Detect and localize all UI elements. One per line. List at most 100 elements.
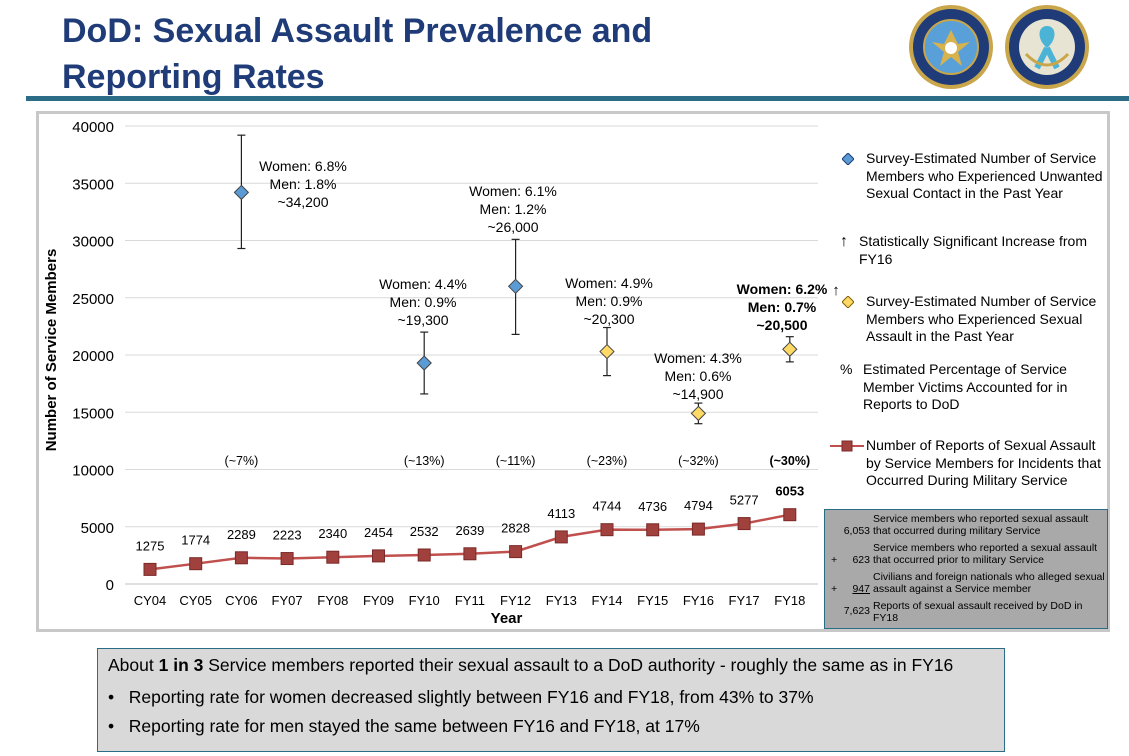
reports-marker [189, 557, 203, 571]
x-axis-title: Year [491, 610, 523, 627]
dod-seal-logo [909, 5, 993, 89]
reports-marker [280, 552, 294, 566]
reports-data-label: 2340 [318, 526, 347, 541]
legend-label-sexual-assault: Survey-Estimated Number of Service Membe… [866, 293, 1097, 344]
legend-label-percent: Estimated Percentage of Service Member V… [863, 361, 1068, 412]
y-tick-label: 5000 [81, 520, 114, 537]
x-tick-label: FY18 [774, 593, 805, 608]
reports-marker [463, 547, 477, 561]
reports-marker [783, 508, 797, 522]
estimate-annotation: Men: 0.9% [390, 294, 457, 310]
reports-data-label: 4744 [593, 499, 622, 514]
reports-data-label: 4113 [547, 506, 575, 521]
x-tick-label: FY11 [455, 593, 485, 608]
breakdown-description: Civilians and foreign nationals who alle… [873, 571, 1105, 595]
y-tick-label: 35000 [72, 176, 114, 193]
reports-marker [509, 545, 523, 559]
estimate-annotation: ~19,300 [398, 312, 449, 328]
estimate-diamond [416, 355, 432, 371]
percentage-label: (~11%) [496, 454, 536, 468]
estimate-diamond [507, 278, 524, 295]
x-tick-label: FY09 [363, 593, 394, 608]
x-tick-label: FY07 [272, 593, 303, 608]
estimate-diamond [782, 341, 798, 357]
reports-marker [326, 550, 340, 564]
breakdown-value: 947 [852, 583, 870, 595]
y-axis-title: Number of Service Members [43, 249, 60, 452]
reports-data-label: 5277 [730, 493, 759, 508]
breakdown-value: 6,053 [843, 525, 870, 537]
percentage-label: (~30%) [769, 454, 810, 468]
estimate-annotation: Men: 0.6% [665, 368, 732, 384]
x-tick-label: CY04 [134, 593, 167, 608]
x-tick-label: FY17 [729, 593, 760, 608]
y-tick-label: 0 [106, 577, 114, 594]
estimate-annotation: Women: 6.1% [469, 183, 557, 199]
estimate-annotation: Women: 4.9% [565, 275, 653, 291]
legend-label-reports: Number of Reports of Sexual Assault by S… [866, 437, 1101, 488]
yellow-diamond-icon [842, 296, 854, 308]
estimate-diamond [690, 405, 707, 422]
chart: 0 5000 10000 15000 20000 25000 30000 35000 40000… [43, 119, 840, 627]
estimate-annotation: Women: 6.8% [259, 158, 347, 174]
reports-marker [691, 522, 705, 536]
bullet-icon: • [108, 687, 115, 707]
percentage-label: (~32%) [678, 454, 719, 468]
reports-data-label: 2828 [501, 521, 530, 536]
percentage-label: (~13%) [404, 454, 445, 468]
x-tick-label: FY13 [546, 593, 577, 608]
sapr-seal-logo [1005, 5, 1089, 89]
breakdown-description: Service members who reported a sexual as… [873, 542, 1098, 566]
estimate-annotation: ~14,900 [673, 386, 724, 402]
legend-label-unwanted-contact: Survey-Estimated Number of Service Membe… [866, 150, 1103, 201]
title-line-1: DoD: Sexual Assault Prevalence and [62, 12, 653, 50]
x-tick-label: FY16 [683, 593, 714, 608]
percent-icon: % [840, 361, 853, 377]
percentage-label: (~23%) [587, 454, 628, 468]
estimate-annotation: Women: 4.3% [654, 350, 742, 366]
reports-data-label: 6053 [775, 484, 804, 499]
y-tick-label: 20000 [72, 348, 114, 365]
breakdown-operator: + [831, 583, 838, 595]
summary-bullet: • Reporting rate for women decreased sli… [108, 687, 814, 708]
percentage-label: (~7%) [225, 454, 259, 468]
reports-data-label: 4736 [638, 499, 667, 514]
y-tick-label: 40000 [72, 119, 114, 136]
x-tick-label: FY08 [317, 593, 348, 608]
reports-marker [417, 548, 431, 562]
estimate-annotation: ~20,300 [584, 311, 635, 327]
x-tick-label: FY15 [637, 593, 668, 608]
breakdown-description: Reports of sexual assault received by Do… [873, 600, 1083, 624]
breakdown-operator: + [831, 554, 838, 566]
reports-marker [600, 523, 614, 537]
estimate-annotation: Men: 1.2% [480, 201, 547, 217]
summary-lead-bold: 1 in 3 [158, 655, 204, 675]
reports-breakdown-box: 6,053 Service members who reported sexua… [824, 509, 1108, 629]
title-line-2: Reporting Rates [62, 58, 325, 96]
reports-marker [554, 530, 568, 544]
y-tick-label: 15000 [72, 405, 114, 422]
y-tick-label: 25000 [72, 291, 114, 308]
reports-data-label: 1275 [136, 538, 165, 553]
legend-label-significant: Statistically Significant Increase from … [859, 233, 1087, 267]
breakdown-description: Service members who reported sexual assa… [873, 513, 1089, 537]
summary-bullet-text: Reporting rate for women decreased sligh… [128, 687, 814, 707]
reports-marker [646, 523, 660, 537]
summary-lead-text: About [108, 655, 159, 675]
estimate-annotation: Women: 4.4% [379, 276, 467, 292]
x-tick-label: FY10 [409, 593, 440, 608]
y-tick-label: 10000 [72, 463, 114, 480]
y-tick-label: 30000 [72, 234, 114, 251]
estimate-annotation: Men: 0.7% [748, 299, 817, 315]
summary-bullet: • Reporting rate for men stayed the same… [108, 716, 700, 737]
breakdown-value: 623 [852, 554, 870, 566]
reports-data-label: 1774 [181, 533, 210, 548]
x-tick-label: FY12 [500, 593, 531, 608]
estimate-diamond [599, 343, 615, 360]
estimate-annotation: ~34,200 [278, 194, 329, 210]
x-tick-label: FY14 [591, 593, 622, 608]
reports-marker [143, 562, 157, 576]
blue-diamond-icon [842, 153, 854, 165]
up-arrow-icon: ↑ [832, 282, 840, 299]
reports-data-label: 4794 [684, 498, 713, 513]
